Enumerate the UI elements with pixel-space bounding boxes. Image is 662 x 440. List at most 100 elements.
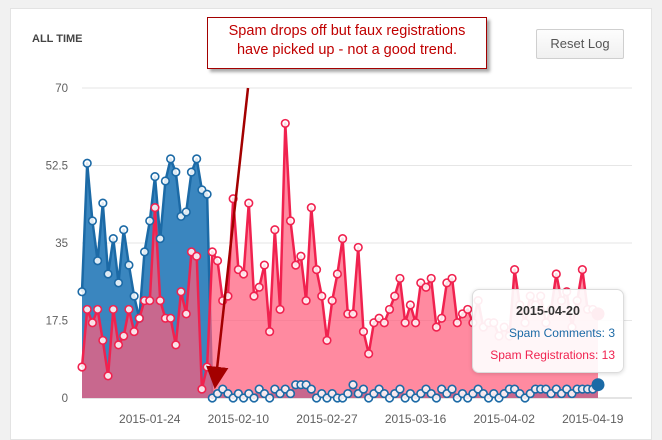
registrations-point bbox=[405, 300, 415, 310]
registrations-point bbox=[447, 273, 457, 284]
registrations-point bbox=[197, 384, 207, 394]
reset-log-button[interactable]: Reset Log bbox=[536, 29, 624, 59]
comments-point bbox=[150, 171, 160, 182]
comments-point bbox=[395, 384, 405, 394]
registrations-point bbox=[311, 264, 322, 275]
registrations-point bbox=[82, 304, 92, 315]
registrations-point bbox=[353, 242, 363, 253]
registrations-point bbox=[270, 225, 280, 235]
x-tick-label: 2015-02-10 bbox=[208, 412, 270, 426]
comments-point bbox=[108, 233, 118, 244]
registrations-point bbox=[577, 264, 587, 275]
comments-point bbox=[249, 393, 259, 403]
registrations-point bbox=[77, 362, 87, 372]
registrations-point bbox=[238, 269, 249, 279]
x-tick-label: 2015-04-02 bbox=[473, 412, 535, 426]
registrations-point bbox=[124, 304, 134, 315]
registrations-point bbox=[510, 264, 520, 275]
comments-point bbox=[265, 393, 275, 403]
registrations-point bbox=[280, 118, 290, 129]
comments-point bbox=[160, 176, 170, 186]
registrations-point bbox=[463, 304, 473, 315]
comments-point bbox=[77, 287, 87, 297]
registrations-point bbox=[301, 295, 311, 306]
registrations-point bbox=[244, 198, 254, 208]
comments-point bbox=[119, 225, 129, 235]
registrations-point bbox=[400, 318, 410, 328]
registrations-point bbox=[291, 260, 301, 270]
annotation-callout: Spam drops off but faux registrations ha… bbox=[207, 17, 487, 69]
registrations-point bbox=[327, 295, 337, 306]
comments-point bbox=[103, 269, 113, 279]
registrations-point bbox=[145, 295, 155, 306]
registrations-point bbox=[212, 256, 223, 266]
registrations-point bbox=[437, 313, 447, 323]
tooltip-comments-label: Spam Comments: bbox=[508, 326, 605, 340]
registrations-point bbox=[426, 273, 436, 284]
registrations-point bbox=[207, 247, 217, 257]
y-tick-label: 0 bbox=[62, 393, 68, 405]
registrations-point bbox=[87, 318, 98, 328]
comments-point bbox=[171, 167, 181, 177]
x-tick-label: 2015-03-16 bbox=[385, 412, 447, 426]
comments-point bbox=[87, 216, 98, 226]
comments-point bbox=[139, 247, 150, 257]
registrations-point bbox=[332, 269, 342, 279]
registrations-point bbox=[452, 318, 462, 328]
registrations-point bbox=[113, 340, 124, 350]
registrations-point bbox=[317, 291, 327, 301]
registrations-point bbox=[171, 340, 181, 350]
comments-point bbox=[82, 158, 92, 168]
comments-point bbox=[155, 233, 165, 244]
comments-point bbox=[93, 256, 103, 266]
registrations-point bbox=[306, 202, 316, 213]
x-tick-label: 2015-01-24 bbox=[119, 412, 181, 426]
comments-point bbox=[348, 380, 358, 390]
registrations-point bbox=[202, 362, 212, 372]
registrations-point bbox=[265, 326, 275, 337]
comments-point bbox=[166, 154, 176, 164]
comments-point bbox=[124, 260, 134, 270]
registrations-point bbox=[358, 326, 369, 337]
registrations-point bbox=[134, 313, 144, 323]
comments-point bbox=[113, 278, 124, 288]
y-tick-label: 35 bbox=[55, 238, 68, 250]
registrations-point bbox=[108, 304, 118, 315]
registrations-point bbox=[322, 335, 332, 346]
registrations-point bbox=[176, 287, 186, 297]
tooltip-comments-value: 3 bbox=[608, 326, 615, 340]
registrations-point bbox=[364, 349, 374, 359]
comments-point bbox=[181, 207, 191, 217]
y-tick-label: 52.5 bbox=[46, 161, 68, 173]
registrations-point bbox=[249, 291, 259, 301]
registrations-point bbox=[259, 260, 270, 270]
comments-point bbox=[591, 378, 605, 392]
y-tick-label: 70 bbox=[55, 83, 68, 95]
comments-point bbox=[285, 388, 296, 399]
registrations-point bbox=[390, 291, 400, 301]
comments-point bbox=[431, 393, 442, 403]
tooltip-registrations-value: 13 bbox=[601, 348, 615, 362]
period-label: ALL TIME bbox=[32, 33, 83, 45]
registrations-point bbox=[192, 251, 202, 261]
chart-tooltip: 2015-04-20 Spam Comments: 3 Spam Registr… bbox=[472, 289, 624, 373]
x-tick-label: 2015-02-27 bbox=[296, 412, 358, 426]
comments-point bbox=[129, 291, 139, 301]
registrations-point bbox=[275, 304, 285, 315]
annotation-arrow bbox=[206, 87, 250, 390]
registrations-point bbox=[129, 326, 139, 337]
registrations-point bbox=[166, 313, 176, 323]
registrations-point bbox=[421, 282, 431, 292]
registrations-point bbox=[150, 202, 160, 213]
registrations-point bbox=[296, 251, 306, 261]
registrations-point bbox=[410, 318, 421, 328]
comments-point bbox=[447, 384, 457, 394]
x-tick-label: 2015-04-19 bbox=[562, 412, 624, 426]
registrations-point bbox=[384, 304, 395, 315]
tooltip-comments-row: Spam Comments: 3 bbox=[509, 326, 615, 340]
tooltip-date: 2015-04-20 bbox=[516, 304, 580, 318]
registrations-point bbox=[379, 318, 389, 328]
comments-point bbox=[192, 154, 202, 164]
registrations-point bbox=[119, 331, 129, 341]
